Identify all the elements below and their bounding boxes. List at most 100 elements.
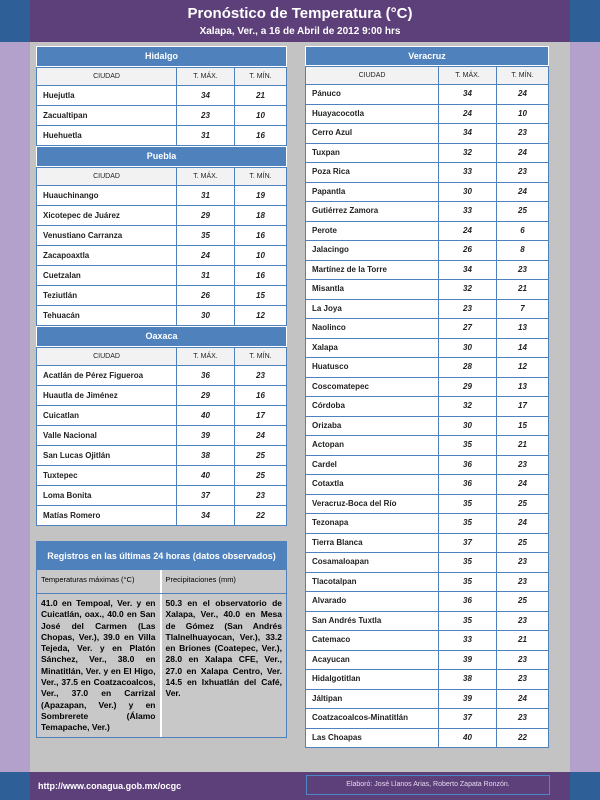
temp-max: 30 xyxy=(438,337,497,358)
temp-min: 23 xyxy=(496,610,549,631)
col-city: CIUDAD xyxy=(36,347,177,366)
temp-min: 16 xyxy=(234,265,287,286)
temp-max: 34 xyxy=(176,85,235,106)
left-column: Hidalgo CIUDAD T. MÁX. T. MÍN. Huejutla 34 21 Z… xyxy=(36,46,287,526)
temp-max: 29 xyxy=(438,376,497,397)
temp-min: 10 xyxy=(234,105,287,126)
temp-min: 25 xyxy=(234,465,287,486)
table-row: Acayucan 39 23 xyxy=(305,649,549,670)
temp-max: 27 xyxy=(438,318,497,339)
city-name: Huejutla xyxy=(36,85,177,106)
veracruz-column: Veracruz CIUDAD T. MÁX. T. MÍN. Pánuco 34 24 Hu… xyxy=(305,46,549,748)
city-name: Las Choapas xyxy=(305,727,439,748)
city-name: Córdoba xyxy=(305,396,439,417)
table-row: Cuicatlan 40 17 xyxy=(36,405,287,426)
table-row: Tierra Blanca 37 25 xyxy=(305,532,549,553)
table-row: Cerro Azul 34 23 xyxy=(305,123,549,144)
temp-min: 22 xyxy=(496,727,549,748)
page-title: Pronóstico de Temperatura (°C) xyxy=(187,5,413,22)
city-name: Tierra Blanca xyxy=(305,532,439,553)
table-row: Venustiano Carranza 35 16 xyxy=(36,225,287,246)
temp-max: 31 xyxy=(176,185,235,206)
table-row: Cotaxtla 36 24 xyxy=(305,474,549,495)
temp-min: 24 xyxy=(234,425,287,446)
temp-max: 36 xyxy=(176,365,235,386)
table-row: Actopan 35 21 xyxy=(305,435,549,456)
city-name: Tuxpan xyxy=(305,142,439,163)
table-row: Gutiérrez Zamora 33 25 xyxy=(305,201,549,222)
table-row: Xicotepec de Juárez 29 18 xyxy=(36,205,287,226)
temp-min: 17 xyxy=(496,396,549,417)
table-row: Huautla de Jiménez 29 16 xyxy=(36,385,287,406)
temp-max: 34 xyxy=(438,123,497,144)
table-row: San Andrés Tuxtla 35 23 xyxy=(305,610,549,631)
city-name: Acatlán de Pérez Figueroa xyxy=(36,365,177,386)
table-row: Matías Romero 34 22 xyxy=(36,505,287,526)
temp-max: 36 xyxy=(438,454,497,475)
city-name: Poza Rica xyxy=(305,162,439,183)
state-header: Puebla xyxy=(36,146,287,167)
temp-min: 10 xyxy=(234,245,287,266)
col-max: T. MÁX. xyxy=(176,167,235,186)
city-name: Xalapa xyxy=(305,337,439,358)
temp-max: 33 xyxy=(438,201,497,222)
temp-max: 38 xyxy=(438,669,497,690)
city-name: Venustiano Carranza xyxy=(36,225,177,246)
temp-min: 23 xyxy=(496,552,549,573)
temp-min: 17 xyxy=(234,405,287,426)
table-row: Papantla 30 24 xyxy=(305,181,549,202)
table-row: Coatzacoalcos-Minatitlán 37 23 xyxy=(305,708,549,729)
temp-max-text: 41.0 en Tempoal, Ver. y en Cuicatlán, oa… xyxy=(37,594,162,737)
temp-max: 39 xyxy=(438,649,497,670)
temp-max: 40 xyxy=(176,405,235,426)
temp-min: 24 xyxy=(496,474,549,495)
table-row: Valle Nacional 39 24 xyxy=(36,425,287,446)
temp-max: 37 xyxy=(438,532,497,553)
col-max: T. MÁX. xyxy=(438,66,497,85)
temp-min: 18 xyxy=(234,205,287,226)
temp-min: 19 xyxy=(234,185,287,206)
table-row: Acatlán de Pérez Figueroa 36 23 xyxy=(36,365,287,386)
left-border xyxy=(0,0,30,800)
precip-label: Precipitaciones (mm) xyxy=(165,575,236,584)
city-name: Tehuacán xyxy=(36,305,177,326)
temp-min: 24 xyxy=(496,513,549,534)
temp-min: 21 xyxy=(496,435,549,456)
table-row: Tlacotalpan 35 23 xyxy=(305,571,549,592)
city-name: Catemaco xyxy=(305,630,439,651)
city-name: Matías Romero xyxy=(36,505,177,526)
temp-min: 21 xyxy=(496,630,549,651)
temp-min: 6 xyxy=(496,220,549,241)
table-row: Zacapoaxtla 24 10 xyxy=(36,245,287,266)
temp-max: 37 xyxy=(176,485,235,506)
city-name: Misantla xyxy=(305,279,439,300)
temp-max: 40 xyxy=(438,727,497,748)
table-row: Huejutla 34 21 xyxy=(36,85,287,106)
temp-min: 13 xyxy=(496,318,549,339)
temp-min: 21 xyxy=(234,85,287,106)
temp-max: 33 xyxy=(438,630,497,651)
website-link[interactable]: http://www.conagua.gob.mx/ocgc xyxy=(38,781,182,791)
col-max: T. MÁX. xyxy=(176,347,235,366)
city-name: Jáltipan xyxy=(305,688,439,709)
table-row: Loma Bonita 37 23 xyxy=(36,485,287,506)
temp-min: 23 xyxy=(496,454,549,475)
city-name: Loma Bonita xyxy=(36,485,177,506)
table-row: Orizaba 30 15 xyxy=(305,415,549,436)
temp-max: 30 xyxy=(438,415,497,436)
table-row: Pánuco 34 24 xyxy=(305,84,549,105)
city-name: Cosamaloapan xyxy=(305,552,439,573)
temp-max-label: Temperaturas máximas (°C) xyxy=(37,570,162,593)
temp-max: 34 xyxy=(176,505,235,526)
table-row: San Lucas Ojitlán 38 25 xyxy=(36,445,287,466)
state-header: Veracruz xyxy=(305,46,549,66)
city-name: Huauchinango xyxy=(36,185,177,206)
forecast-table: CIUDAD T. MÁX. T. MÍN. Huauchinango 31 19 Xico… xyxy=(36,167,287,326)
table-row: Misantla 32 21 xyxy=(305,279,549,300)
temp-max: 23 xyxy=(438,298,497,319)
temp-min: 14 xyxy=(496,337,549,358)
table-row: La Joya 23 7 xyxy=(305,298,549,319)
forecast-table: CIUDAD T. MÁX. T. MÍN. Pánuco 34 24 Huayacocot… xyxy=(305,66,549,748)
temp-min: 25 xyxy=(234,445,287,466)
city-name: Cardel xyxy=(305,454,439,475)
